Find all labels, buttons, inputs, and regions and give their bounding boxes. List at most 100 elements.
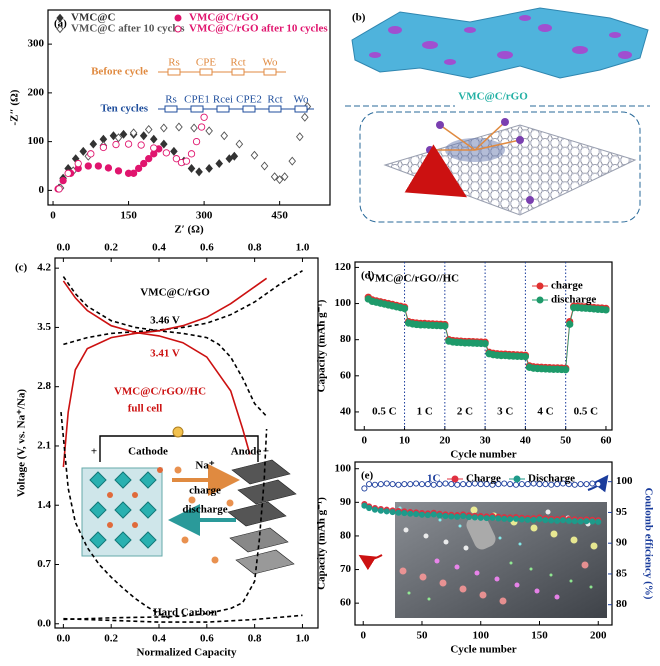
marker (160, 123, 168, 133)
x-tick-label: 300 (196, 210, 213, 222)
circuit-element (242, 105, 256, 113)
marker (401, 481, 408, 488)
inset-label: charge (189, 485, 221, 497)
y-tick-label: 100 (28, 135, 45, 147)
x-tick-label: 10 (399, 435, 411, 447)
circuit-element (231, 68, 245, 76)
y-tick-label: 0.7 (37, 558, 51, 570)
marker (507, 481, 514, 488)
legend-marker (56, 13, 64, 23)
marker (99, 143, 108, 152)
marker (571, 481, 578, 488)
marker (589, 518, 596, 525)
y-tick-label: 4.2 (37, 262, 51, 274)
marker (134, 164, 143, 173)
illustration-b: (b) VMC@C/rGO (345, 7, 650, 223)
inset-c (81, 426, 297, 575)
marker (424, 481, 431, 488)
marker (270, 172, 279, 182)
marker (460, 513, 467, 520)
marker (536, 481, 543, 488)
marker (361, 485, 368, 492)
x2-tick-label: 0.6 (200, 242, 214, 254)
particles (369, 15, 632, 65)
legend-marker (174, 25, 182, 33)
marker (124, 140, 133, 148)
marker (377, 481, 384, 488)
x-tick-label: 50 (560, 435, 572, 447)
circuit-label: Rcei (213, 94, 233, 106)
circuit-element (263, 68, 277, 76)
circuit-label: Rs (168, 57, 180, 69)
series-line (60, 412, 172, 620)
marker (436, 512, 443, 519)
marker (448, 481, 455, 488)
circuit-element (167, 68, 181, 76)
x2-tick-label: 1.0 (296, 242, 310, 254)
rate-label: 0.5 C (574, 406, 599, 418)
marker (389, 509, 396, 516)
marker (137, 141, 145, 149)
marker (190, 123, 198, 133)
y-tick-label: 100 (335, 297, 352, 309)
marker (571, 518, 578, 525)
marker (366, 504, 373, 512)
y2-axis-label: Coulomb efficiency (%) (642, 488, 654, 600)
device (466, 514, 496, 550)
circuit-element (268, 105, 282, 113)
marker (225, 154, 234, 164)
circuit-element (199, 68, 213, 76)
marker (195, 167, 203, 177)
marker (454, 481, 461, 488)
marker (589, 480, 596, 487)
light (454, 564, 460, 570)
legend-label: Charge (466, 473, 501, 485)
marker (301, 112, 309, 122)
y-tick-label: 1.4 (37, 499, 51, 511)
annotation: VMC@C/rGO//HC (367, 273, 459, 285)
circuit-element (294, 105, 308, 113)
y2-tick-label: 100 (616, 475, 633, 487)
marker (512, 481, 520, 488)
marker (114, 133, 123, 143)
plot-frame (47, 9, 331, 206)
marker (205, 126, 213, 136)
marker (465, 481, 473, 488)
cathode-crystal (81, 467, 163, 557)
x2-tick-label: 0.8 (248, 242, 262, 254)
marker (442, 513, 449, 520)
marker (172, 155, 181, 163)
marker (477, 481, 484, 488)
marker (441, 322, 449, 330)
marker (548, 517, 555, 524)
marker (150, 144, 158, 152)
legend-marker (56, 24, 64, 34)
legend-label: Discharge (528, 473, 575, 485)
annotation: Hard Carbon (153, 607, 217, 619)
x-tick-label: 450 (271, 210, 288, 222)
marker (407, 481, 414, 488)
light (458, 524, 462, 528)
rate-label: 0.5 C (372, 406, 397, 418)
octahedra (89, 471, 157, 549)
light (427, 597, 431, 601)
light (439, 579, 447, 587)
marker (542, 481, 549, 488)
marker (389, 481, 396, 488)
marker (205, 163, 213, 173)
marker (471, 480, 478, 487)
na-sites (107, 467, 163, 528)
light (443, 539, 449, 545)
marker (418, 511, 426, 518)
marker (489, 514, 496, 521)
marker (140, 159, 148, 168)
marker (187, 163, 196, 173)
marker (562, 366, 570, 374)
light (434, 558, 440, 564)
marker (79, 146, 88, 156)
marker (361, 502, 368, 509)
y-tick-label: 60 (340, 597, 352, 609)
marker (524, 516, 531, 523)
marker (407, 510, 414, 517)
marker (55, 185, 63, 193)
